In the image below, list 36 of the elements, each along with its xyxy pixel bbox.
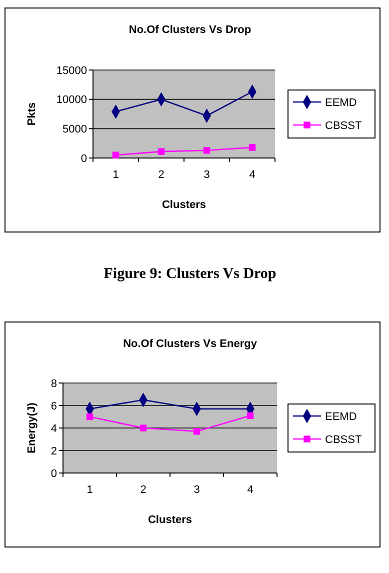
x-tick-label: 1 (112, 169, 119, 181)
point (140, 424, 147, 432)
point (193, 428, 200, 435)
x-axis-title: Clusters (162, 199, 206, 211)
x-tick-label: 2 (158, 169, 164, 181)
point (203, 147, 210, 154)
point (112, 152, 120, 158)
legend-label: CBSST (325, 434, 362, 446)
chart-title: No.Of Clusters Vs Energy (123, 338, 258, 350)
point (246, 412, 254, 419)
y-axis-title: Energy(J) (26, 402, 38, 454)
caption: Figure 9: Clusters Vs Drop (104, 266, 276, 282)
x-tick-label: 4 (249, 169, 256, 181)
x-axis-title: Clusters (148, 514, 192, 526)
y-tick-label: 2 (50, 445, 57, 458)
y-tick-label: 8 (50, 378, 57, 390)
x-tick-label: 3 (204, 169, 210, 181)
point (248, 144, 256, 151)
legend-label: EEMD (325, 96, 357, 109)
legend-label: EEMD (325, 410, 357, 423)
y-axis-title: Pkts (26, 102, 38, 126)
x-tick-label: 1 (86, 484, 93, 496)
y-tick-label: 0 (50, 468, 57, 480)
y-tick-label: 4 (50, 422, 57, 435)
y-tick-label: 0 (80, 152, 87, 165)
y-tick-label: 15000 (56, 64, 87, 77)
y-tick-label: 10000 (56, 94, 87, 106)
x-tick-label: 2 (140, 484, 146, 496)
y-tick-label: 5000 (62, 124, 87, 136)
chart-title: No.Of Clusters Vs Drop (128, 24, 252, 36)
x-tick-label: 4 (247, 484, 254, 496)
point (86, 413, 94, 420)
x-tick-label: 3 (194, 484, 200, 496)
y-tick-label: 6 (50, 400, 57, 412)
point (158, 148, 165, 155)
legend-label: CBSST (325, 120, 362, 132)
